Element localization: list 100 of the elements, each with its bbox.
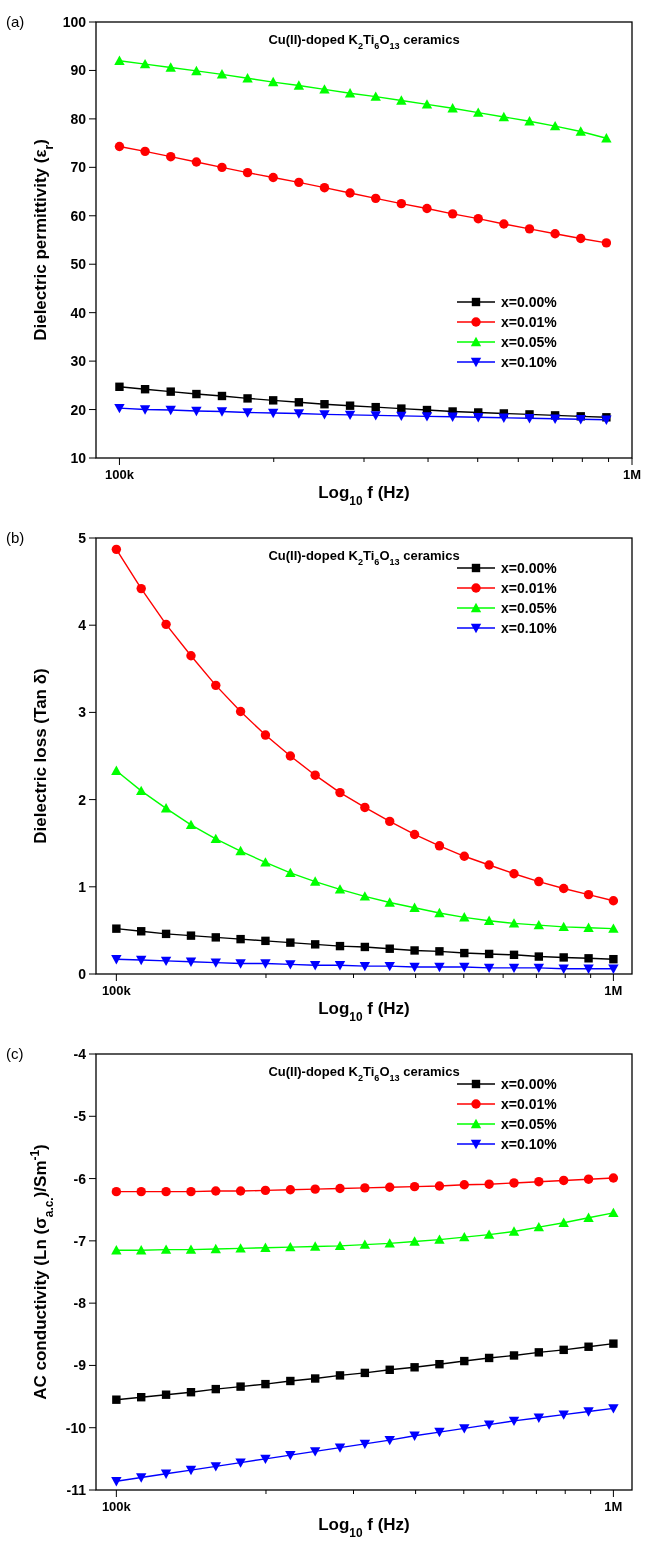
- point: [360, 1368, 370, 1378]
- point: [236, 1382, 245, 1391]
- point: [559, 1345, 568, 1355]
- point: [609, 954, 618, 964]
- point: [261, 936, 270, 946]
- point: [575, 126, 586, 136]
- point: [584, 954, 593, 963]
- point: [421, 412, 433, 422]
- y-tick-label: 0: [78, 966, 87, 982]
- point: [136, 785, 147, 796]
- point: [260, 1185, 271, 1196]
- point: [447, 103, 458, 113]
- point: [385, 1182, 395, 1192]
- point: [191, 406, 202, 417]
- point: [186, 1388, 196, 1397]
- point: [371, 402, 380, 412]
- point: [533, 963, 545, 974]
- y-tick-label: 10: [70, 450, 87, 466]
- legend-label: x=0.01%: [501, 314, 558, 330]
- point: [559, 953, 568, 962]
- point: [508, 1226, 520, 1236]
- point: [384, 897, 395, 907]
- legend-label: x=0.05%: [501, 1116, 558, 1132]
- point: [558, 1217, 569, 1227]
- point: [136, 955, 147, 966]
- legend-label: x=0.00%: [501, 294, 558, 310]
- point: [111, 1477, 122, 1487]
- point: [210, 958, 221, 968]
- point: [409, 902, 420, 912]
- point: [549, 120, 561, 131]
- point: [509, 1178, 519, 1188]
- y-tick-label: 2: [78, 791, 87, 808]
- point: [483, 1420, 495, 1430]
- y-tick-label: 60: [70, 207, 87, 224]
- legend-label: x=0.05%: [501, 600, 558, 616]
- point: [608, 964, 619, 974]
- point: [534, 1176, 544, 1187]
- x-tick-label: 100k: [101, 983, 132, 998]
- point: [509, 950, 519, 960]
- point: [447, 209, 458, 219]
- point: [112, 1395, 121, 1404]
- point: [459, 851, 469, 861]
- point: [111, 1186, 122, 1197]
- point: [111, 1245, 122, 1255]
- point: [161, 619, 171, 630]
- point: [583, 1407, 594, 1417]
- point: [385, 816, 395, 827]
- point: [608, 1173, 619, 1183]
- point: [334, 1443, 346, 1453]
- point: [524, 224, 535, 234]
- point: [409, 962, 420, 973]
- point: [583, 1212, 594, 1223]
- point: [267, 408, 279, 419]
- point: [166, 151, 176, 162]
- point: [185, 1465, 197, 1476]
- point: [136, 1473, 147, 1483]
- point: [434, 841, 445, 851]
- point: [409, 1431, 420, 1442]
- point: [344, 88, 356, 98]
- y-tick-label: 4: [78, 617, 87, 634]
- point: [267, 76, 279, 87]
- point: [508, 963, 520, 974]
- point: [549, 414, 561, 424]
- point: [447, 412, 458, 423]
- point: [434, 1181, 445, 1191]
- point: [192, 389, 201, 399]
- point: [459, 1424, 470, 1434]
- point: [499, 219, 509, 229]
- point: [139, 58, 151, 69]
- point: [534, 952, 544, 961]
- point: [140, 385, 150, 394]
- point: [473, 107, 484, 117]
- point: [165, 405, 176, 416]
- point: [310, 1374, 320, 1383]
- x-axis-title: Log$_{10}$ f (Hz): [318, 999, 410, 1024]
- point: [335, 941, 345, 951]
- legend-label: x=0.10%: [501, 1136, 558, 1152]
- point: [533, 1413, 545, 1423]
- point: [409, 1236, 420, 1246]
- legend-label: x=0.05%: [501, 334, 558, 350]
- point: [137, 1392, 146, 1402]
- point: [210, 1243, 221, 1254]
- point: [583, 1174, 594, 1184]
- point: [334, 884, 346, 894]
- point: [360, 802, 370, 813]
- y-tick-label: -4: [73, 1046, 87, 1062]
- point: [459, 912, 470, 922]
- point: [484, 949, 494, 959]
- point: [359, 1439, 371, 1450]
- point: [370, 91, 381, 101]
- point: [435, 1359, 444, 1369]
- point: [294, 398, 304, 407]
- point: [243, 394, 252, 403]
- point: [360, 1183, 370, 1193]
- y-tick-label: 70: [70, 159, 87, 176]
- point: [319, 182, 330, 193]
- point: [434, 1427, 445, 1438]
- point: [285, 1450, 296, 1461]
- point: [242, 167, 253, 178]
- point: [509, 869, 519, 879]
